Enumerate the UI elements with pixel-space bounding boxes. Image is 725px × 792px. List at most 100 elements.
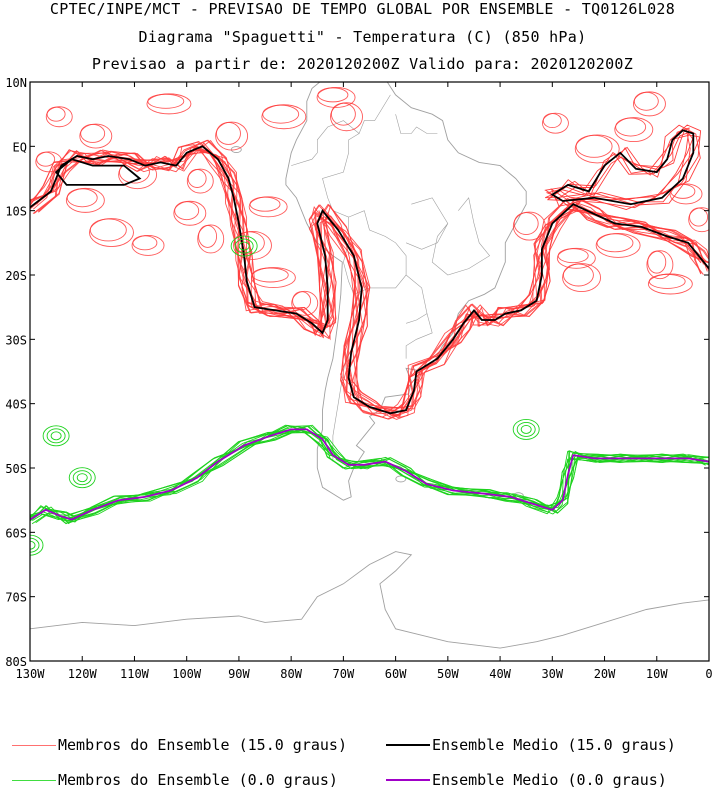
lon-label-12: 10W [646, 667, 668, 681]
member-0-blob-1-1 [46, 428, 66, 444]
member-15-blob-5-1 [215, 121, 249, 151]
member-15-blob-12-1 [35, 151, 63, 173]
title-line-3: Previsao a partir de: 2020120200Z Valido… [91, 55, 634, 73]
island-2 [230, 146, 242, 153]
mean-15-pacific-loop [54, 158, 142, 186]
member-15-atlantic-2 [545, 128, 691, 206]
member-15-blob-1-1 [79, 123, 113, 149]
member-0-blob-3-0 [520, 424, 532, 434]
member-15-contour-15 [36, 141, 702, 417]
coastline-south-america [285, 82, 527, 501]
member-0-blob-3-1 [516, 421, 536, 437]
member-15-blob-16-1 [291, 290, 319, 316]
member-15-blob-20-1 [646, 250, 674, 280]
member-15-blob-13-1 [173, 200, 207, 226]
member-15-blob-15-1 [250, 267, 296, 289]
member-15-blob-22-1 [614, 117, 654, 143]
member-15-contour-9 [30, 139, 709, 414]
member-15-blob-9-1 [131, 234, 165, 256]
member-15-blob-3-1 [146, 93, 192, 115]
border-line-6 [395, 114, 438, 134]
border-line-5 [322, 133, 360, 263]
member-15-blob-2-1 [118, 160, 158, 190]
legend-members-15: Membros do Ensemble (15.0 graus) [12, 736, 347, 754]
member-15-blob-17-1 [512, 211, 546, 241]
lon-label-10: 30W [541, 667, 563, 681]
member-15-blob-29-1 [330, 102, 363, 132]
member-15-contour-12 [30, 139, 708, 416]
legend-label-mean-0: Ensemble Medio (0.0 graus) [432, 771, 667, 789]
member-0-blob-0-1 [72, 470, 92, 486]
member-15-atlantic-0 [544, 124, 702, 207]
member-15-atlantic-4 [547, 134, 701, 210]
mean-0-contour [30, 428, 709, 521]
member-0-blob-4-0 [238, 241, 250, 251]
member-0-blob-0-0 [76, 473, 88, 483]
legend-label-mean-15: Ensemble Medio (15.0 graus) [432, 736, 676, 754]
member-15-blob-23-1 [574, 134, 620, 164]
member-15-blob-26-1 [562, 263, 602, 293]
legend-swatch-members-15 [12, 744, 56, 746]
legend-label-members-15: Membros do Ensemble (15.0 graus) [58, 736, 347, 754]
legend-mean-15: Ensemble Medio (15.0 graus) [386, 736, 676, 754]
lon-label-2: 110W [120, 667, 150, 681]
lat-label-0: 10N [5, 76, 27, 90]
member-15-blob-25-1 [633, 91, 666, 117]
lat-label-5: 40S [5, 398, 27, 412]
title-line-1: CPTEC/INPE/MCT - PREVISAO DE TEMPO GLOBA… [49, 0, 676, 18]
lat-label-6: 50S [5, 462, 27, 476]
legend-swatch-mean-15 [386, 744, 430, 746]
member-15-blob-27-1 [647, 273, 693, 295]
lon-label-3: 100W [172, 667, 202, 681]
member-0-blob-3-2 [512, 418, 540, 440]
lat-label-2: 10S [5, 205, 27, 219]
member-0-blob-2-2 [30, 534, 44, 556]
member-15-blob-30-1 [316, 86, 356, 108]
member-15-blob-6-1 [248, 196, 288, 218]
member-15-blob-19-1 [595, 232, 641, 258]
lon-label-8: 50W [437, 667, 459, 681]
mean-15-atlantic-loop [550, 129, 695, 206]
title-line-2: Diagrama "Spaguetti" - Temperatura (C) (… [138, 28, 587, 46]
member-0-blob-2-1 [30, 537, 40, 553]
member-0-blob-1-2 [42, 425, 70, 447]
lon-label-9: 40W [489, 667, 511, 681]
lat-label-4: 30S [5, 333, 27, 347]
legend-members-0: Membros do Ensemble (0.0 graus) [12, 771, 338, 789]
member-15-contour-14 [32, 145, 709, 409]
member-15-blob-14-1 [233, 230, 272, 260]
lon-label-11: 20W [594, 667, 616, 681]
member-0-blob-1-0 [50, 431, 62, 441]
lon-label-0: 130W [16, 667, 46, 681]
member-0-contour-12 [30, 425, 709, 520]
border-line-2 [348, 210, 407, 295]
border-line-1 [291, 94, 391, 166]
lon-label-7: 60W [385, 667, 407, 681]
map-plot-area [30, 82, 709, 661]
member-15-blob-11-1 [89, 218, 134, 247]
member-0-blob-0-2 [68, 467, 96, 489]
lon-label-6: 70W [333, 667, 355, 681]
lat-label-9: 80S [5, 655, 27, 669]
legend-label-members-0: Membros do Ensemble (0.0 graus) [58, 771, 338, 789]
border-line-7 [431, 197, 491, 276]
island-0 [395, 475, 407, 483]
legend-swatch-members-0 [12, 779, 56, 781]
member-15-blob-8-1 [197, 224, 225, 254]
lon-label-1: 120W [68, 667, 98, 681]
lon-label-4: 90W [228, 667, 250, 681]
lon-label-5: 80W [280, 667, 302, 681]
member-0-blob-4-2 [230, 235, 258, 257]
member-0-blob-4-1 [234, 238, 254, 254]
map-frame [29, 81, 710, 662]
member-15-blob-10-1 [65, 187, 105, 213]
legend-mean-0: Ensemble Medio (0.0 graus) [386, 771, 667, 789]
lat-label-3: 20S [5, 269, 27, 283]
lat-label-8: 70S [5, 591, 27, 605]
member-15-blob-0-1 [45, 106, 73, 128]
member-15-blob-21-1 [669, 183, 703, 205]
member-15-blob-24-1 [541, 112, 569, 134]
lon-label-13: 0 [705, 667, 712, 681]
